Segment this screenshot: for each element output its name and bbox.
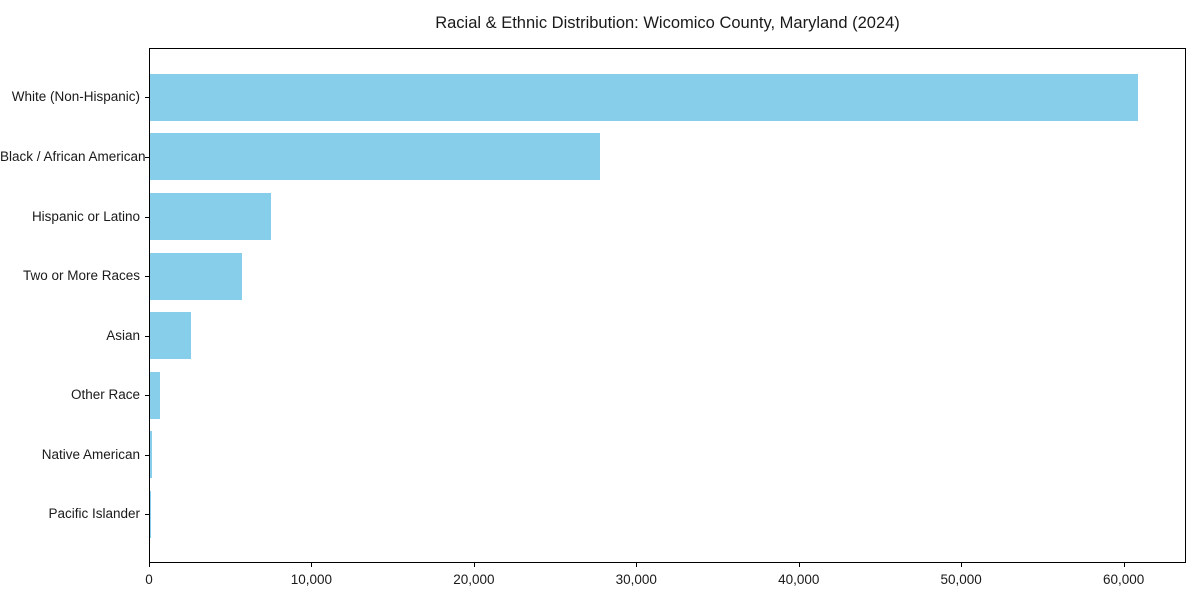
x-tick-label: 20,000: [453, 572, 495, 587]
x-tick: [311, 563, 313, 567]
y-tick: [145, 395, 149, 397]
x-tick-label: 0: [145, 572, 153, 587]
x-tick: [473, 563, 475, 567]
bar: [150, 73, 1138, 121]
x-tick-label: 40,000: [778, 572, 820, 587]
y-tick-label: White (Non-Hispanic): [11, 89, 140, 105]
y-tick: [145, 276, 149, 278]
y-tick: [145, 454, 149, 456]
y-tick-label: Hispanic or Latino: [31, 208, 140, 224]
x-tick: [149, 563, 150, 567]
bar: [150, 252, 242, 300]
bar: [150, 312, 191, 360]
y-tick-label: Asian: [106, 327, 140, 343]
bar: [150, 193, 272, 240]
x-tick: [798, 563, 800, 567]
bar: [150, 371, 161, 419]
y-tick: [145, 514, 149, 516]
y-tick-label: Native American: [41, 446, 140, 462]
y-tick-label: Black / African American: [0, 148, 146, 164]
x-tick: [961, 563, 963, 567]
bar: [150, 490, 151, 538]
bar: [150, 431, 153, 479]
x-tick: [1123, 563, 1125, 567]
y-tick: [145, 156, 149, 158]
x-tick-label: 10,000: [290, 572, 333, 587]
bar: [150, 133, 600, 181]
y-tick-label: Two or More Races: [22, 268, 140, 284]
plot-area: [149, 48, 1186, 563]
x-tick-label: 30,000: [615, 572, 657, 587]
x-tick: [636, 563, 638, 567]
chart-title: Racial & Ethnic Distribution: Wicomico C…: [435, 14, 900, 32]
x-tick-label: 50,000: [940, 572, 982, 587]
y-tick: [145, 97, 149, 99]
y-tick-label: Other Race: [70, 387, 140, 403]
y-tick: [145, 216, 149, 218]
x-tick-label: 60,000: [1102, 572, 1145, 587]
y-tick: [145, 335, 149, 337]
y-tick-label: Pacific Islander: [48, 506, 140, 522]
